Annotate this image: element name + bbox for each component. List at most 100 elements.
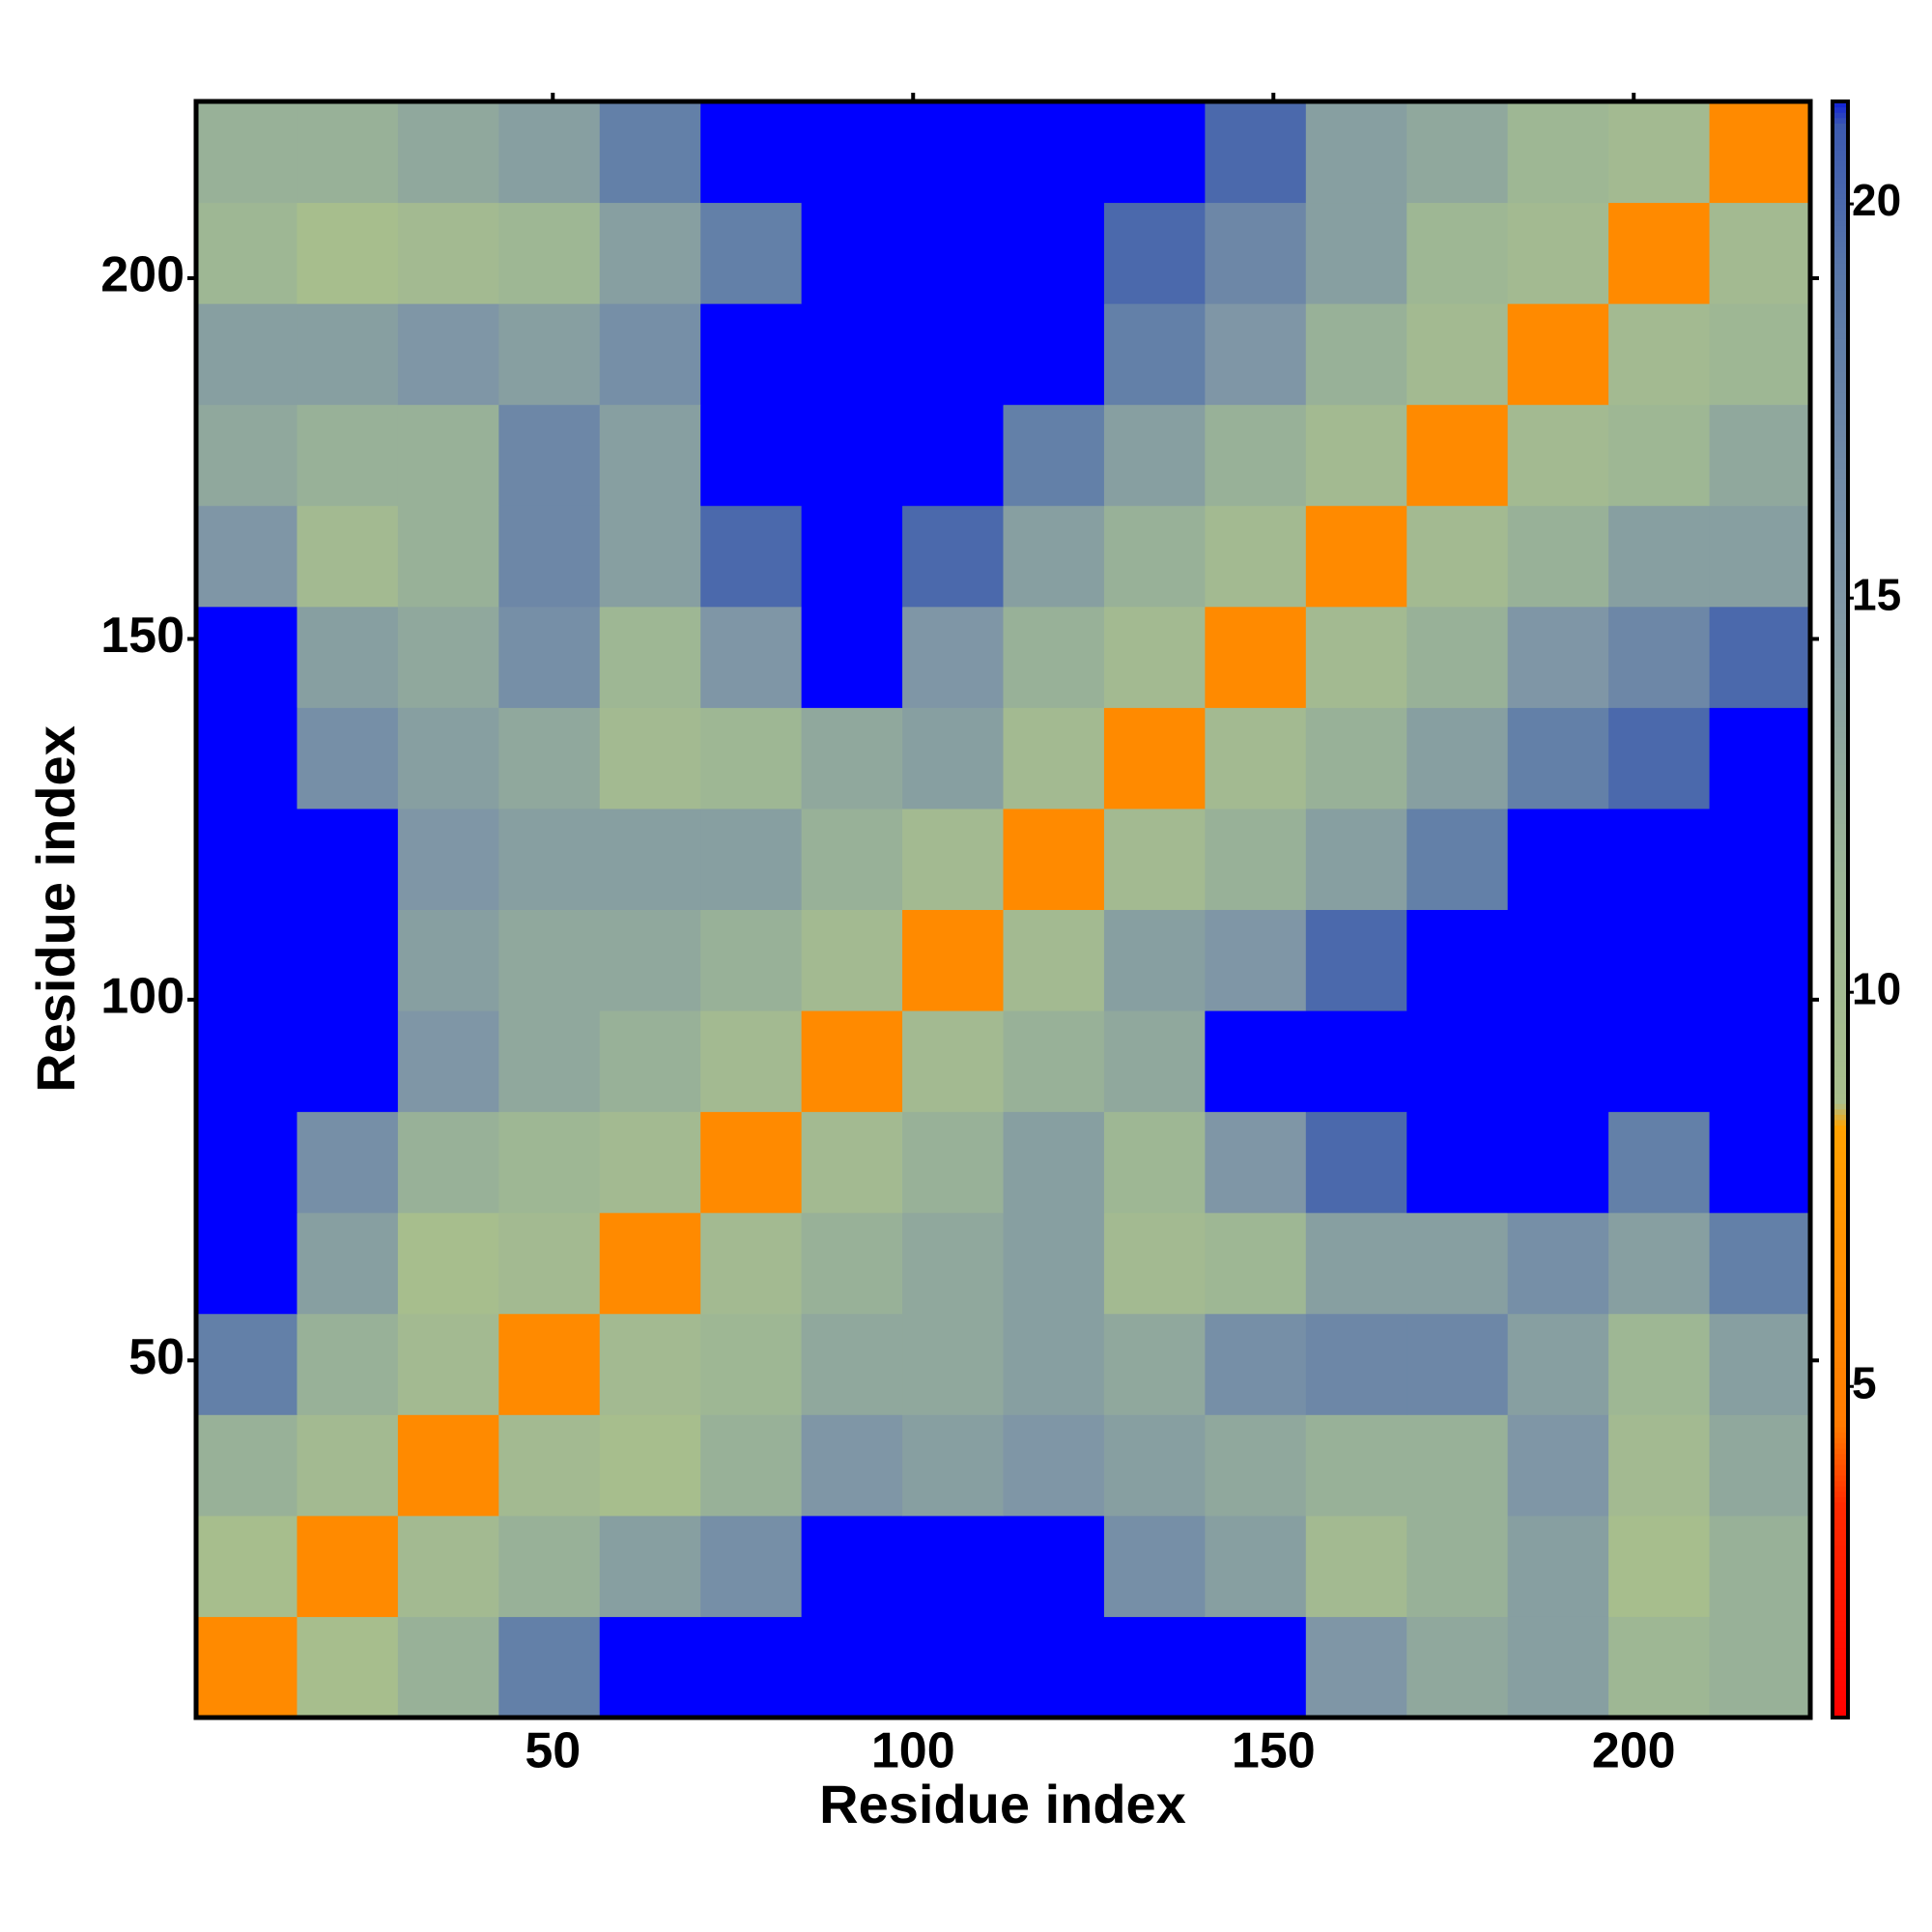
colorbar-slice (1833, 1712, 1848, 1719)
colorbar-slice (1833, 683, 1848, 690)
colorbar-slice (1833, 844, 1848, 851)
heatmap-cell (902, 1010, 1004, 1113)
heatmap-cell (1305, 404, 1407, 506)
heatmap-cell (1709, 909, 1811, 1011)
colorbar-slice (1833, 1340, 1848, 1347)
colorbar-slice (1833, 1373, 1848, 1379)
heatmap-cell (196, 707, 298, 810)
colorbar-slice (1833, 1577, 1848, 1584)
colorbar-slice (1833, 112, 1848, 119)
colorbar-slice (1833, 963, 1848, 970)
colorbar-slice (1833, 1356, 1848, 1363)
colorbar-slice (1833, 1539, 1848, 1547)
colorbar-slice (1833, 338, 1848, 345)
colorbar-slice (1833, 408, 1848, 415)
heatmap-cell (1406, 303, 1509, 406)
colorbar-slice (1833, 725, 1848, 733)
heatmap-cell (599, 606, 701, 708)
colorbar-slice (1833, 537, 1848, 544)
colorbar-slice (1833, 1017, 1848, 1024)
colorbar-slice (1833, 559, 1848, 566)
colorbar-slice (1833, 1162, 1848, 1169)
colorbar-slice (1833, 1141, 1848, 1148)
colorbar-slice (1833, 548, 1848, 555)
colorbar-slice (1833, 451, 1848, 458)
heatmap-cell (801, 303, 903, 406)
heatmap-cell (397, 808, 499, 910)
heatmap-cell (1305, 1212, 1407, 1315)
heatmap-cell (1205, 909, 1307, 1011)
colorbar-slice (1833, 1399, 1848, 1406)
heatmap-cell (1507, 101, 1609, 204)
heatmap-cell (397, 505, 499, 608)
heatmap-cell (801, 1010, 903, 1113)
colorbar-slice (1833, 1146, 1848, 1153)
colorbar-slice (1833, 1588, 1848, 1595)
colorbar-slice (1833, 1264, 1848, 1271)
heatmap-cell (1406, 1515, 1509, 1617)
heatmap-cell (1406, 1010, 1509, 1113)
colorbar-slice (1833, 1679, 1848, 1687)
colorbar-slice (1833, 160, 1848, 167)
colorbar-slice (1833, 1329, 1848, 1336)
colorbar-slice (1833, 1674, 1848, 1681)
colorbar-slice (1833, 203, 1848, 211)
colorbar-slice (1833, 1690, 1848, 1697)
heatmap-cell (1205, 1515, 1307, 1617)
colorbar-slice (1833, 645, 1848, 652)
colorbar-slice (1833, 710, 1848, 717)
heatmap-cell (1305, 606, 1407, 708)
heatmap-cell (1608, 202, 1711, 304)
colorbar-slice (1833, 1130, 1848, 1137)
heatmap-cell (1003, 707, 1105, 810)
colorbar-slice (1833, 370, 1848, 378)
colorbar-slice (1833, 974, 1848, 980)
heatmap-cell (1406, 1414, 1509, 1517)
colorbar-tick-label: 5 (1852, 1357, 1877, 1407)
heatmap-cell (1305, 808, 1407, 910)
colorbar-slice (1833, 554, 1848, 560)
heatmap-cell (397, 1111, 499, 1213)
colorbar-slice (1833, 1081, 1848, 1089)
heatmap-cell (599, 1616, 701, 1719)
plot-frame (193, 99, 1813, 1720)
colorbar-slice (1833, 1545, 1848, 1551)
colorbar-slice (1833, 1335, 1848, 1342)
colorbar-slice (1833, 585, 1848, 593)
colorbar-slice (1833, 1453, 1848, 1460)
colorbar-slice (1833, 828, 1848, 836)
colorbar-slice (1833, 699, 1848, 706)
colorbar-slice (1833, 165, 1848, 173)
heatmap-cell (498, 303, 601, 406)
heatmap-cell (1103, 909, 1206, 1011)
colorbar-slice (1833, 139, 1848, 146)
colorbar-slice (1833, 1599, 1848, 1605)
heatmap-cell (1305, 1616, 1407, 1719)
heatmap-cell (1709, 303, 1811, 406)
colorbar-slice (1833, 182, 1848, 188)
heatmap-cell (1205, 1212, 1307, 1315)
colorbar-slice (1833, 1103, 1848, 1110)
heatmap-cell (297, 101, 399, 204)
colorbar-slice (1833, 1286, 1848, 1293)
y-axis-title: Residue index (25, 725, 86, 1093)
colorbar-slice (1833, 920, 1848, 926)
heatmap-cell (1305, 707, 1407, 810)
colorbar-slice (1833, 1641, 1848, 1649)
heatmap-cell (196, 303, 298, 406)
colorbar-slice (1833, 1663, 1848, 1670)
heatmap-cell (801, 606, 903, 708)
heatmap-cell (1103, 808, 1206, 910)
heatmap-cell (498, 606, 601, 708)
heatmap-cell (498, 707, 601, 810)
colorbar-slice (1833, 742, 1848, 749)
colorbar-slice (1833, 1043, 1848, 1051)
colorbar-slice (1833, 322, 1848, 328)
heatmap-cell (599, 707, 701, 810)
colorbar-slice (1833, 597, 1848, 604)
colorbar-slice (1833, 1528, 1848, 1535)
colorbar-slice (1833, 1561, 1848, 1568)
colorbar-slice (1833, 1076, 1848, 1083)
colorbar-slice (1833, 1011, 1848, 1018)
colorbar-slice (1833, 909, 1848, 916)
